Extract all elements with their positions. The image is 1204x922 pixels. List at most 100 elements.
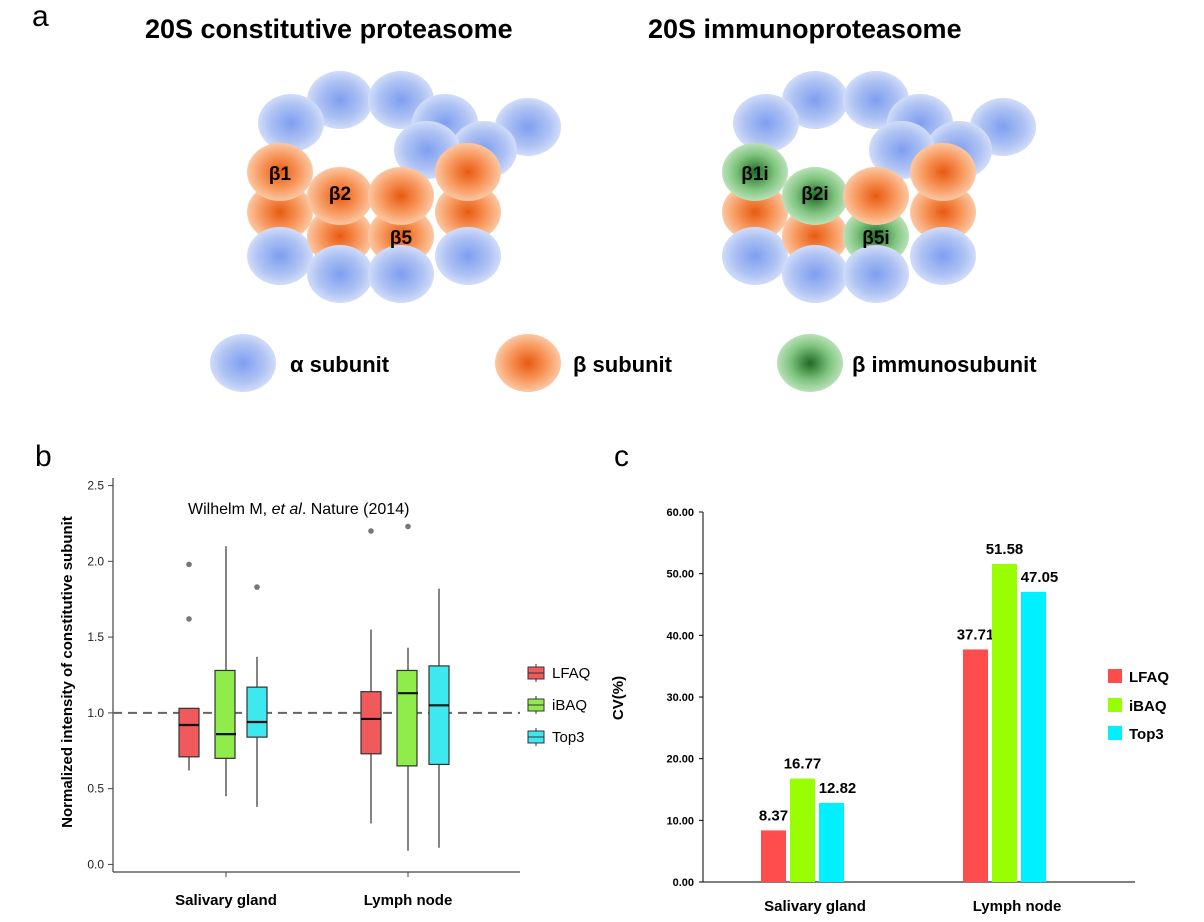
subunit-ellipse bbox=[247, 183, 313, 241]
y-tick-label: 2.5 bbox=[87, 479, 104, 493]
y-tick-label: 2.0 bbox=[87, 554, 104, 568]
y-tick-label: 0.0 bbox=[87, 857, 104, 871]
bar bbox=[963, 649, 988, 882]
box-outlier bbox=[405, 523, 411, 530]
subunit-ellipse bbox=[247, 143, 313, 201]
subunit-ellipse bbox=[368, 245, 434, 303]
bar bbox=[1021, 591, 1046, 882]
bar-axes: 0.00 10.00 20.00 30.00 40.00 50.00 60.00 Saliva… bbox=[666, 507, 1135, 915]
box-outlier bbox=[254, 584, 260, 590]
bar-value-label: 51.58 bbox=[986, 541, 1024, 558]
x-tick-label: Lymph node bbox=[364, 892, 453, 909]
proteasome-diagram: β1 β2 β5 β1i β2i β5i α subunit β subunit β i… bbox=[210, 71, 1037, 392]
subunit-legend: α subunit β subunit β immunosubunit bbox=[210, 334, 1037, 392]
legend-label: Top3 bbox=[552, 729, 585, 746]
y-tick-label: 0.5 bbox=[87, 782, 104, 796]
boxplot-marks bbox=[178, 523, 450, 851]
subunit-ellipse bbox=[782, 245, 848, 303]
legend-alpha-swatch bbox=[210, 334, 276, 392]
y-axis-label: Normalized intensity of constitutive sub… bbox=[59, 516, 76, 828]
bar-marks: 8.37 16.77 12.82 37.71 51.58 47.05 bbox=[759, 541, 1058, 882]
chart-annotation: Wilhelm M, et al. Nature (2014) bbox=[188, 501, 409, 518]
constitutive-proteasome-cylinder: β1 β2 β5 bbox=[247, 71, 561, 303]
boxplot-legend: LFAQ iBAQ Top3 bbox=[527, 664, 590, 746]
legend-swatch bbox=[1108, 698, 1122, 712]
y-tick-label: 0.00 bbox=[673, 877, 694, 889]
left-proteasome-title: 20S constitutive proteasome bbox=[145, 14, 513, 44]
legend-swatch bbox=[1108, 726, 1122, 740]
legend-beta-label: β subunit bbox=[573, 352, 673, 377]
subunit-ellipse bbox=[435, 143, 501, 201]
box-outlier bbox=[368, 528, 374, 534]
box-outlier bbox=[186, 616, 192, 622]
bar-chart: 0.00 10.00 20.00 30.00 40.00 50.00 60.00 Saliva… bbox=[610, 507, 1169, 915]
legend-label: Top3 bbox=[1129, 726, 1164, 743]
legend-swatch bbox=[1108, 669, 1122, 683]
immunoproteasome-cylinder: β1i β2i β5i bbox=[722, 71, 1036, 303]
bar-value-label: 47.05 bbox=[1021, 569, 1059, 586]
subunit-label: β2 bbox=[329, 184, 351, 205]
subunit-ellipse bbox=[435, 227, 501, 285]
x-tick-label: Salivary gland bbox=[764, 898, 866, 915]
subunit-ellipse bbox=[843, 167, 909, 225]
subunit-ellipse bbox=[733, 94, 799, 152]
subunit-ellipse bbox=[307, 71, 373, 129]
bar-legend: LFAQ iBAQ Top3 bbox=[1108, 669, 1169, 743]
bar bbox=[761, 830, 786, 882]
subunit-label: β1 bbox=[269, 164, 292, 185]
subunit-ellipse bbox=[307, 167, 373, 225]
legend-label: LFAQ bbox=[552, 665, 590, 682]
panel-letter-c: c bbox=[614, 440, 629, 473]
y-tick-label: 1.5 bbox=[87, 630, 104, 644]
legend-alpha-label: α subunit bbox=[290, 352, 390, 377]
legend-immuno-swatch bbox=[777, 334, 843, 392]
y-tick-label: 10.00 bbox=[666, 815, 694, 827]
subunit-ellipse bbox=[910, 143, 976, 201]
subunit-ellipse bbox=[258, 94, 324, 152]
bar-value-label: 37.71 bbox=[957, 626, 995, 643]
y-tick-label: 30.00 bbox=[666, 692, 694, 704]
subunit-label: β5i bbox=[862, 228, 889, 249]
bar-value-label: 8.37 bbox=[759, 807, 788, 824]
box bbox=[214, 669, 236, 759]
box bbox=[360, 691, 382, 755]
subunit-ellipse bbox=[368, 167, 434, 225]
boxplot-axes: 0.0 0.5 1.0 1.5 2.0 2.5 Salivary gland Lymph no… bbox=[87, 478, 520, 909]
subunit-ellipse bbox=[782, 167, 848, 225]
subunit-ellipse bbox=[910, 227, 976, 285]
x-tick-label: Salivary gland bbox=[175, 892, 277, 909]
subunit-label: β5 bbox=[390, 228, 413, 249]
subunit-ellipse bbox=[722, 183, 788, 241]
subunit-label: β1i bbox=[741, 164, 768, 185]
y-tick-label: 20.00 bbox=[666, 754, 694, 766]
boxplot-chart: 0.0 0.5 1.0 1.5 2.0 2.5 Salivary gland Lymph no… bbox=[59, 478, 590, 909]
bar bbox=[992, 563, 1017, 882]
subunit-ellipse bbox=[843, 245, 909, 303]
legend-label: iBAQ bbox=[552, 697, 587, 714]
y-tick-label: 50.00 bbox=[666, 569, 694, 581]
subunit-ellipse bbox=[247, 227, 313, 285]
box-outlier bbox=[186, 561, 192, 568]
legend-immuno-label: β immunosubunit bbox=[852, 352, 1037, 377]
legend-beta-swatch bbox=[495, 334, 561, 392]
subunit-ellipse bbox=[722, 143, 788, 201]
bar bbox=[819, 802, 844, 882]
y-axis-label: CV(%) bbox=[610, 676, 627, 720]
bar-value-label: 16.77 bbox=[784, 756, 822, 773]
subunit-ellipse bbox=[722, 227, 788, 285]
x-tick-label: Lymph node bbox=[973, 898, 1062, 915]
legend-label: iBAQ bbox=[1129, 698, 1167, 715]
box bbox=[246, 686, 268, 738]
subunit-label: β2i bbox=[801, 184, 828, 205]
bar bbox=[790, 778, 815, 882]
subunit-ellipse bbox=[782, 71, 848, 129]
subunit-ellipse bbox=[435, 183, 501, 241]
y-tick-label: 1.0 bbox=[87, 706, 104, 720]
panel-letter-b: b bbox=[35, 440, 52, 473]
right-proteasome-title: 20S immunoproteasome bbox=[648, 14, 962, 44]
legend-label: LFAQ bbox=[1129, 669, 1169, 686]
y-tick-label: 60.00 bbox=[666, 507, 694, 519]
box bbox=[178, 707, 200, 758]
y-tick-label: 40.00 bbox=[666, 630, 694, 642]
panel-letter-a: a bbox=[32, 0, 49, 33]
